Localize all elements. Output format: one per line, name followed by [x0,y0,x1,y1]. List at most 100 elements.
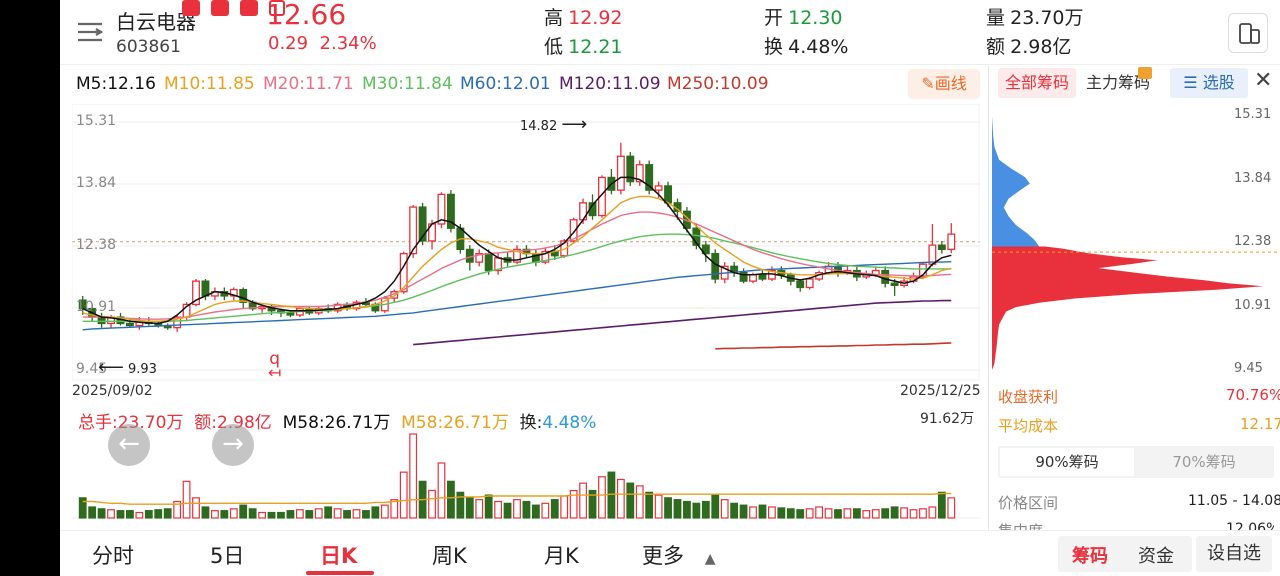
avg-cost-label: 平均成本 [998,417,1059,435]
chip-ratio-tabs: 90%筹码 70%筹码 [998,446,1274,478]
tab-daily-k[interactable]: 日K [320,544,358,568]
volume-bar [777,507,786,519]
list-icon: ☰ [1183,73,1198,92]
turnover-prefix: 换: [519,413,543,433]
volume-bar [786,508,795,519]
ma5-line [82,176,952,325]
arrow-right-icon: ⟶ [561,114,588,135]
volume-bar [409,433,418,519]
tab-more[interactable]: 更多 ▲ [642,544,716,568]
candle-body [125,322,134,327]
quote-volume: 量 23.70万 [986,7,1084,29]
tab-monthly-k[interactable]: 月K [544,544,579,568]
quote-low: 低 12.21 [544,36,623,58]
volume-bar [88,506,97,519]
ma20-label: M20:11.71 [263,74,354,94]
candle-body [409,206,418,255]
menu-icon[interactable] [76,20,104,44]
chip-price-tick: 13.84 [1234,170,1272,186]
volume-bar [937,491,946,519]
prev-button[interactable]: ← [108,424,150,466]
volume-bar [871,509,880,519]
volume-bar [163,508,172,519]
volume-m58-orange: M58:26.71万 [401,413,509,433]
volume-bar [343,510,351,519]
volume-bar [428,489,436,519]
candle-body [239,288,248,303]
volume-bar [78,497,87,519]
volume-bar [324,506,333,519]
volume-bar [116,510,125,519]
candle-body [97,316,106,325]
draw-line-button[interactable]: ✎画线 [908,69,980,99]
volume-bar [692,502,701,519]
profit-label: 收盘获利 [998,388,1059,406]
price-tick-label: 13.84 [76,175,117,192]
date-start: 2025/09/02 [72,383,153,399]
volume-bar [739,504,748,519]
chip-button[interactable]: 筹码 [1072,546,1108,567]
pencil-icon: ✎ [921,74,935,93]
ma10-line [82,195,952,323]
candle-body [701,244,710,255]
close-icon[interactable]: ✕ [1254,68,1273,93]
volume-bar [107,509,115,519]
chip-mode-buttons: 筹码 资金 [1058,536,1192,572]
volume-m58: M58:26.71万 [282,413,391,433]
volume-total: 总手:23.70万 [78,413,184,433]
ma60-label: M60:12.01 [460,74,551,94]
volume-bar [135,511,144,519]
volume-bar [900,507,908,519]
candle-body [484,252,493,272]
turnover-value: 4.48% [788,36,849,58]
stock-filter-button[interactable]: ☰ 选股 [1170,68,1248,98]
add-watchlist-button[interactable]: 设自选 [1196,536,1272,572]
candlestick-chart[interactable] [72,104,980,404]
tab-5day[interactable]: 5日 [210,544,245,568]
volume-ma-line [82,492,952,505]
ratio-tab-90[interactable]: 90%筹码 [1000,448,1134,476]
stock-code: 603861 [116,37,181,57]
volume-bar [248,508,257,519]
lock-badge-icon [1138,67,1153,79]
volume-bar [277,511,285,519]
landscape-toggle-icon[interactable] [1228,13,1268,53]
volume-bar [834,509,842,519]
funds-button[interactable]: 资金 [1138,546,1174,567]
volume-bar [683,500,691,519]
chip-tab-all[interactable]: 全部筹码 [998,68,1076,98]
ratio-tab-70[interactable]: 70%筹码 [1172,453,1236,471]
q-marker: q ↤ [268,349,282,382]
volume-bar [909,509,918,519]
candle-body [645,164,654,191]
volume-bar [380,504,389,519]
volume-bar [267,511,276,519]
arrow-left-icon: ↤ [268,363,282,382]
change-percent: 2.34% [319,33,377,54]
open-value: 12.30 [788,7,843,29]
volume-amount: 额:2.98亿 [194,413,272,433]
candle-body [513,248,521,263]
volume-bar [947,497,956,519]
candle-body [805,278,814,289]
volume-bar [484,494,493,519]
ma5-label: M5:12.16 [76,74,156,94]
candle-body [192,280,200,306]
chip-tab-main[interactable]: 主力筹码 [1086,67,1153,98]
volume-chart [72,433,980,519]
tab-intraday[interactable]: 分时 [92,544,134,568]
active-tab-underline [306,571,374,575]
volume-bar [805,508,814,519]
volume-bar [220,510,229,519]
volume-bar [588,489,597,519]
amount-value: 2.98亿 [1010,36,1072,58]
tab-weekly-k[interactable]: 周K [432,544,467,568]
next-button[interactable]: → [212,424,254,466]
volume-bar [352,509,361,519]
candle-body [569,219,578,242]
volume-bar [579,482,587,519]
ma120-label: M120:11.09 [559,74,661,94]
candle-body [465,248,474,263]
concentration-value: 12.06% [1226,521,1274,530]
volume-bar [616,478,625,519]
